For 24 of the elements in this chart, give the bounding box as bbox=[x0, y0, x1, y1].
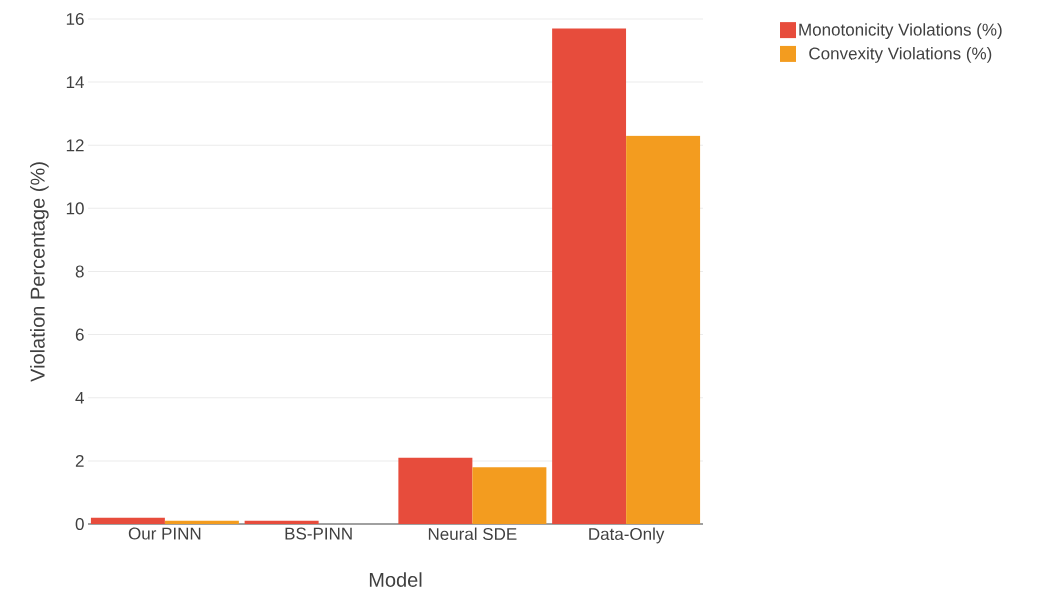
x-tick-label: Neural SDE bbox=[428, 527, 517, 541]
legend-label: Monotonicity Violations (%) bbox=[799, 23, 1002, 40]
y-axis-title: Violation Percentage (%) bbox=[30, 162, 49, 382]
legend-label: Convexity Violations (%) bbox=[809, 47, 992, 63]
x-tick-label: Our PINN bbox=[128, 527, 201, 540]
y-tick-label: 0 bbox=[75, 517, 84, 531]
x-axis-title: Model bbox=[369, 572, 422, 587]
y-tick-label: 8 bbox=[75, 265, 84, 278]
y-tick-label: 10 bbox=[66, 202, 84, 215]
bar bbox=[164, 520, 239, 524]
bar bbox=[626, 135, 701, 524]
bar bbox=[552, 28, 627, 524]
y-tick-label: 12 bbox=[66, 139, 84, 152]
y-tick-label: 16 bbox=[66, 12, 84, 26]
y-tick-label: 4 bbox=[75, 391, 84, 404]
bar bbox=[90, 517, 165, 524]
bar bbox=[472, 467, 547, 524]
bar bbox=[398, 457, 473, 524]
x-tick-label: Data-Only bbox=[589, 527, 665, 544]
y-tick-label: 2 bbox=[75, 454, 84, 467]
y-tick-label: 6 bbox=[75, 328, 84, 341]
bar bbox=[244, 520, 319, 524]
x-tick-label: BS-PINN bbox=[285, 527, 352, 540]
y-tick-label: 14 bbox=[66, 76, 84, 88]
